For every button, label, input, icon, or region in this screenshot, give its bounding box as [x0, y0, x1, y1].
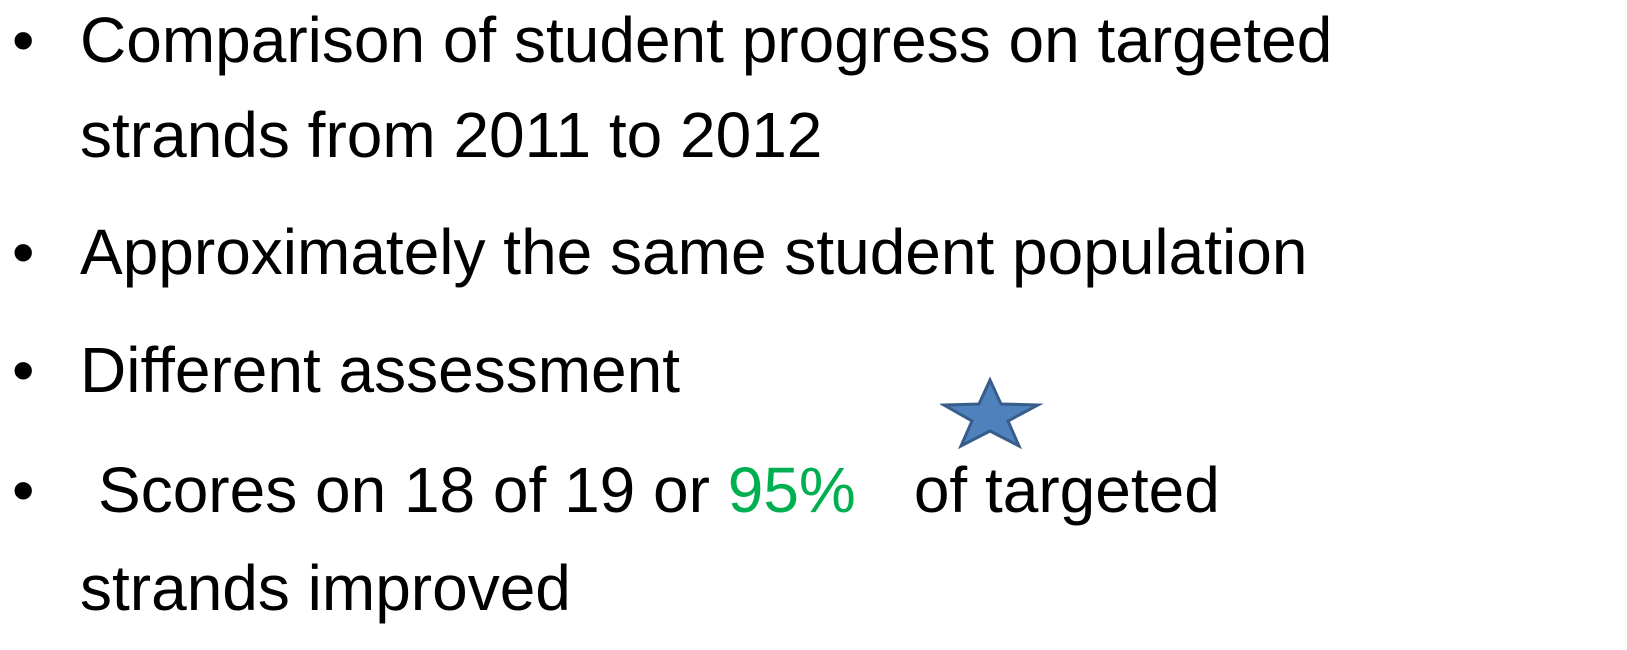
highlight-text: 95% [727, 454, 856, 526]
star-icon [940, 376, 1044, 450]
text-part: Scores on 18 of 19 or [98, 454, 710, 526]
bullet-dot: • [12, 216, 35, 288]
text-part: of targeted [913, 454, 1220, 526]
bullet-text: strands from 2011 to 2012 [80, 99, 823, 171]
bullet-dot: • [12, 454, 35, 526]
bullet-text: Scores on 18 of 19 or 95% of targeted [80, 442, 1220, 538]
bullet-text: Comparison of student progress on target… [80, 4, 1333, 76]
bullet-text: Different assessment [80, 334, 680, 406]
bullet-text: Approximately the same student populatio… [80, 216, 1308, 288]
bullet-dot: • [12, 4, 35, 76]
bullet-text: strands improved [80, 552, 571, 624]
bullet-dot: • [12, 334, 35, 406]
